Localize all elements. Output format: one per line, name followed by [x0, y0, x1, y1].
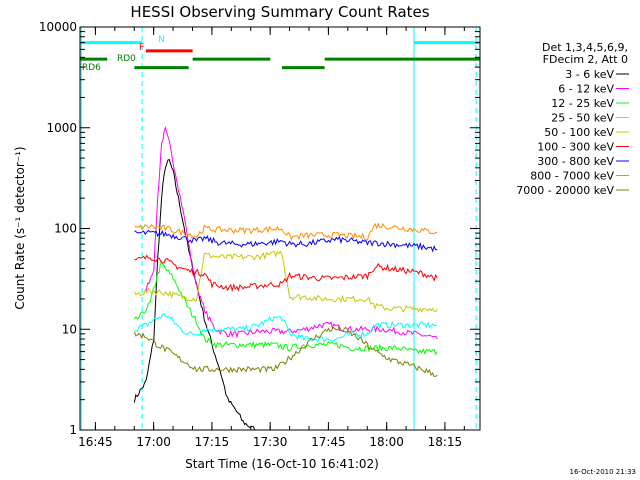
- legend-entry-label: 800 - 7000 keV: [530, 170, 614, 183]
- legend-entry-label: 100 - 300 keV: [537, 141, 614, 154]
- flag-label-rd6: RD6: [82, 63, 101, 73]
- chart-title: HESSI Observing Summary Count Rates: [130, 3, 429, 21]
- legend: Det 1,3,4,5,6,9,FDecim 2, Att 0 3 - 6 keV…: [516, 41, 629, 197]
- y-axis-label: Count Rate (s⁻¹ detector⁻¹): [13, 146, 27, 309]
- legend-entry-label: 12 - 25 keV: [551, 97, 614, 110]
- y-tick-label: 100: [54, 222, 77, 236]
- x-tick-label: 17:15: [195, 435, 230, 449]
- series-line-1: [145, 125, 438, 340]
- x-tick-label: 17:30: [253, 435, 288, 449]
- x-tick-label: 17:45: [311, 435, 346, 449]
- legend-entry-label: 25 - 50 keV: [551, 112, 614, 125]
- x-tick-label: 16:45: [78, 435, 113, 449]
- series-line-8: [133, 325, 438, 378]
- axes-frame: [79, 26, 481, 431]
- y-tick-label: 10: [62, 322, 77, 336]
- series-line-0: [133, 159, 256, 431]
- legend-entry-label: 50 - 100 keV: [544, 126, 614, 139]
- flag-label-rd0: RD0: [117, 54, 136, 64]
- series-line-5: [134, 254, 438, 293]
- flag-label-f: F: [139, 43, 144, 53]
- series-line-3: [134, 312, 438, 343]
- legend-entry-label: 300 - 800 keV: [537, 155, 614, 168]
- y-tick-label: 1000: [46, 121, 77, 135]
- x-tick-label: 18:00: [369, 435, 404, 449]
- legend-header-line: Det 1,3,4,5,6,9,: [542, 41, 628, 54]
- series-line-4: [133, 250, 438, 313]
- timestamp: 16-Oct-2010 21:33: [570, 468, 636, 476]
- legend-header-line: FDecim 2, Att 0: [543, 53, 628, 66]
- legend-entry-label: 3 - 6 keV: [565, 68, 614, 81]
- flag-label-n: N: [158, 35, 165, 45]
- legend-entry-label: 7000 - 20000 keV: [516, 184, 614, 197]
- y-tick-label: 10000: [39, 20, 77, 34]
- x-axis-label: Start Time (16-Oct-10 16:41:02): [185, 457, 379, 471]
- series-line-6: [134, 229, 438, 253]
- series-line-7: [134, 222, 438, 241]
- x-tick-label: 17:00: [136, 435, 171, 449]
- legend-entry-label: 6 - 12 keV: [558, 83, 614, 96]
- x-tick-label: 18:15: [428, 435, 463, 449]
- y-tick-label: 1: [69, 423, 77, 437]
